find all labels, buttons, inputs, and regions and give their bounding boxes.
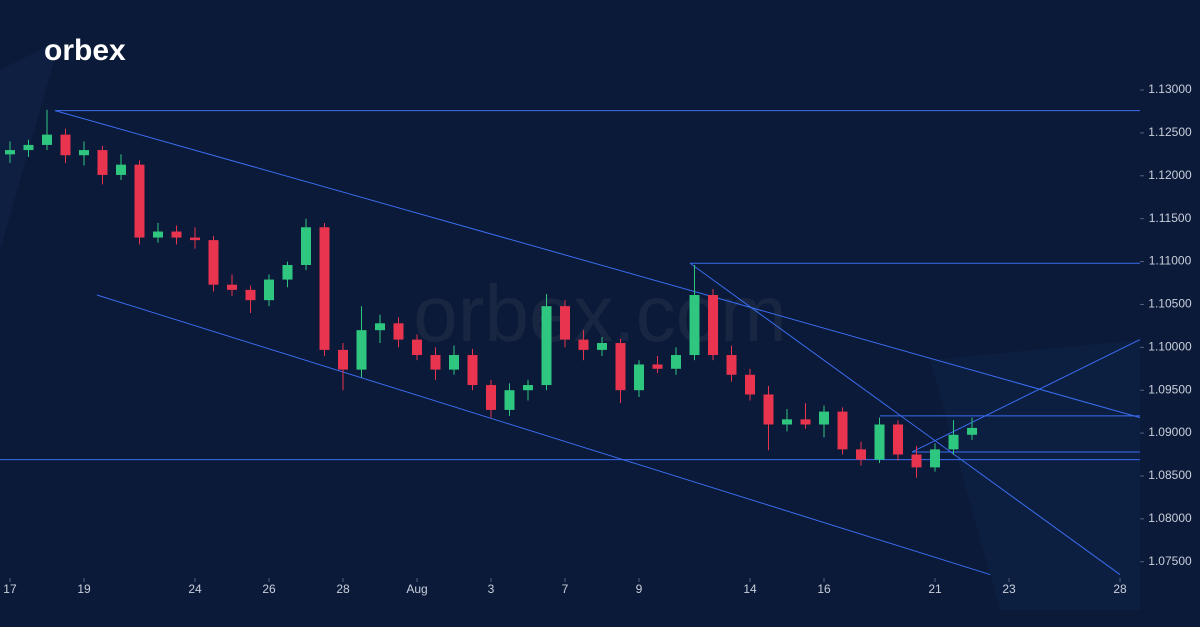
candle-body	[911, 454, 922, 468]
logo: orbex	[44, 34, 126, 67]
y-tick-label: 1.12000	[1148, 168, 1192, 182]
candle-body	[689, 295, 700, 356]
candle-body	[375, 323, 385, 331]
x-tick-label: 28	[336, 582, 350, 596]
candle-body	[541, 306, 552, 386]
x-tick-label: 23	[1002, 582, 1016, 596]
candle-body	[78, 150, 89, 156]
candle-body	[393, 323, 404, 340]
candle-body	[597, 343, 608, 350]
x-tick-label: 9	[636, 582, 643, 596]
x-tick-label: 24	[188, 582, 202, 596]
y-tick-label: 1.11500	[1149, 211, 1192, 225]
y-tick-label: 1.08500	[1148, 468, 1192, 482]
candle-body	[652, 364, 663, 369]
candle-body	[726, 355, 737, 375]
candle-body	[319, 227, 330, 350]
candle-body	[948, 434, 959, 450]
candle-body	[4, 150, 15, 155]
x-tick-label: 26	[262, 582, 276, 596]
candle-body	[874, 424, 885, 460]
candle-body	[467, 355, 478, 386]
candle-body	[171, 231, 182, 238]
candle-body	[615, 343, 626, 391]
candle-body	[152, 231, 163, 238]
candle-body	[189, 237, 200, 241]
candle-body	[263, 279, 274, 301]
candle-body	[782, 419, 793, 425]
candle-body	[23, 144, 34, 151]
x-tick-label: 28	[1113, 582, 1127, 596]
candle-body	[430, 355, 441, 370]
candle-body	[41, 134, 52, 145]
candle-body	[523, 385, 534, 391]
y-tick-label: 1.08000	[1148, 511, 1192, 525]
candle-body	[504, 390, 515, 410]
candle-body	[412, 339, 423, 356]
candle-body	[930, 449, 941, 468]
candle-body	[893, 424, 904, 455]
x-tick-label: 21	[928, 582, 942, 596]
candle-body	[486, 385, 497, 410]
candle-body	[800, 419, 811, 425]
x-tick-label: Aug	[406, 582, 427, 596]
y-tick-label: 1.10000	[1148, 339, 1192, 353]
y-tick-label: 1.09000	[1148, 425, 1192, 439]
y-tick-label: 1.11000	[1149, 254, 1192, 268]
candle-body	[282, 264, 293, 280]
trendline	[689, 262, 1121, 575]
candle-body	[837, 411, 848, 450]
candle-body	[208, 240, 219, 285]
candle-body	[745, 374, 756, 395]
y-tick-label: 1.12500	[1148, 125, 1192, 139]
trendline	[911, 339, 1141, 453]
candle-body	[560, 306, 571, 340]
candle-body	[578, 339, 589, 350]
candle-body	[634, 364, 645, 391]
candle-body	[967, 427, 978, 435]
candle-body	[97, 150, 108, 175]
candle-body	[356, 330, 367, 370]
candle-body	[134, 164, 145, 238]
background-shape	[930, 340, 1140, 610]
candle-body	[449, 355, 460, 370]
x-tick-label: 17	[3, 582, 17, 596]
y-tick-label: 1.09500	[1148, 382, 1192, 396]
y-tick-label: 1.10500	[1148, 297, 1192, 311]
candle-body	[337, 349, 348, 370]
y-tick-label: 1.07500	[1148, 554, 1192, 568]
candle-body	[300, 227, 311, 265]
candle-body	[226, 284, 237, 290]
candle-body	[60, 134, 71, 156]
x-tick-label: 14	[743, 582, 757, 596]
candle-body	[856, 449, 867, 460]
x-tick-label: 16	[817, 582, 831, 596]
candle-body	[708, 295, 719, 356]
candle-body	[819, 411, 830, 425]
x-tick-label: 3	[488, 582, 495, 596]
candle-body	[671, 355, 682, 369]
candle-body	[245, 289, 256, 301]
x-tick-label: 19	[77, 582, 91, 596]
candle-body	[115, 164, 126, 175]
trendline	[54, 110, 1141, 419]
y-tick-label: 1.13000	[1148, 82, 1192, 96]
candle-body	[763, 394, 774, 425]
trendline	[96, 294, 991, 576]
x-tick-label: 7	[562, 582, 569, 596]
